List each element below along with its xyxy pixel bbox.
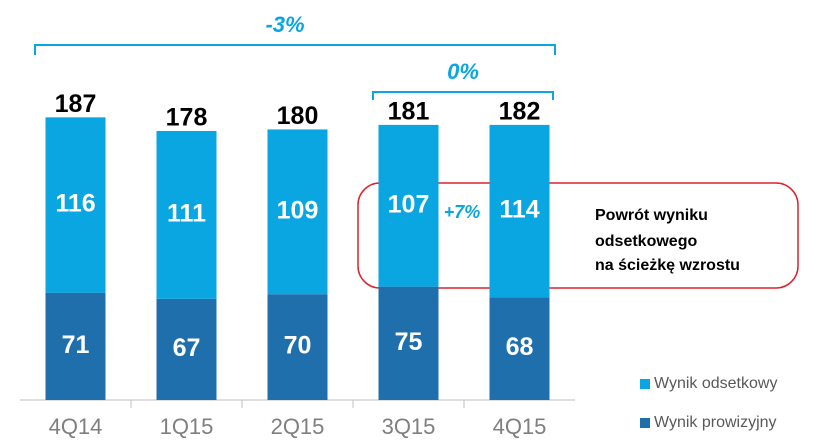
x-tick-label: 2Q15 xyxy=(271,414,325,439)
x-tick-label: 3Q15 xyxy=(382,414,436,439)
legend-label: Wynik prowizyjny xyxy=(654,414,777,431)
legend-label: Wynik odsetkowy xyxy=(654,375,777,392)
data-label: 116 xyxy=(55,190,95,218)
bar-segment xyxy=(378,124,439,287)
callout-box xyxy=(357,182,799,289)
bar-segment xyxy=(489,124,550,298)
legend-swatch xyxy=(640,379,650,389)
data-label: 70 xyxy=(284,332,312,360)
total-label: 180 xyxy=(277,102,319,130)
total-label: 187 xyxy=(55,90,97,118)
data-label: 68 xyxy=(506,333,534,361)
x-tick-label: 4Q14 xyxy=(49,414,103,439)
callout-text: odsetkowego xyxy=(595,233,697,250)
bracket xyxy=(34,44,556,55)
bracket xyxy=(372,91,554,100)
legend-swatch xyxy=(640,418,650,428)
total-label: 182 xyxy=(499,98,541,126)
x-tick-label: 1Q15 xyxy=(160,414,214,439)
data-label: 111 xyxy=(167,199,206,227)
bar-segment xyxy=(489,297,550,400)
bar-segment xyxy=(267,294,328,400)
bar-segment xyxy=(267,129,328,295)
data-label: 114 xyxy=(499,196,539,224)
total-label: 178 xyxy=(166,104,208,132)
data-label: 67 xyxy=(173,334,201,362)
data-label: 71 xyxy=(62,331,90,359)
change-label: 0% xyxy=(447,59,479,84)
bar-segment xyxy=(156,130,217,299)
callout-text: na ścieżkę wzrostu xyxy=(595,257,740,274)
bar-segment xyxy=(45,117,106,293)
bar-segment xyxy=(45,292,106,400)
bar-segment xyxy=(378,286,439,400)
data-label: 107 xyxy=(388,190,430,218)
total-label: 181 xyxy=(388,98,430,126)
data-label: 75 xyxy=(395,328,423,356)
callout-text: Powrót wyniku xyxy=(595,207,708,224)
data-label: 109 xyxy=(277,196,319,224)
change-label: +7% xyxy=(444,202,481,222)
change-label: -3% xyxy=(265,12,304,37)
bar-segment xyxy=(156,298,217,400)
x-tick-label: 4Q15 xyxy=(493,414,547,439)
